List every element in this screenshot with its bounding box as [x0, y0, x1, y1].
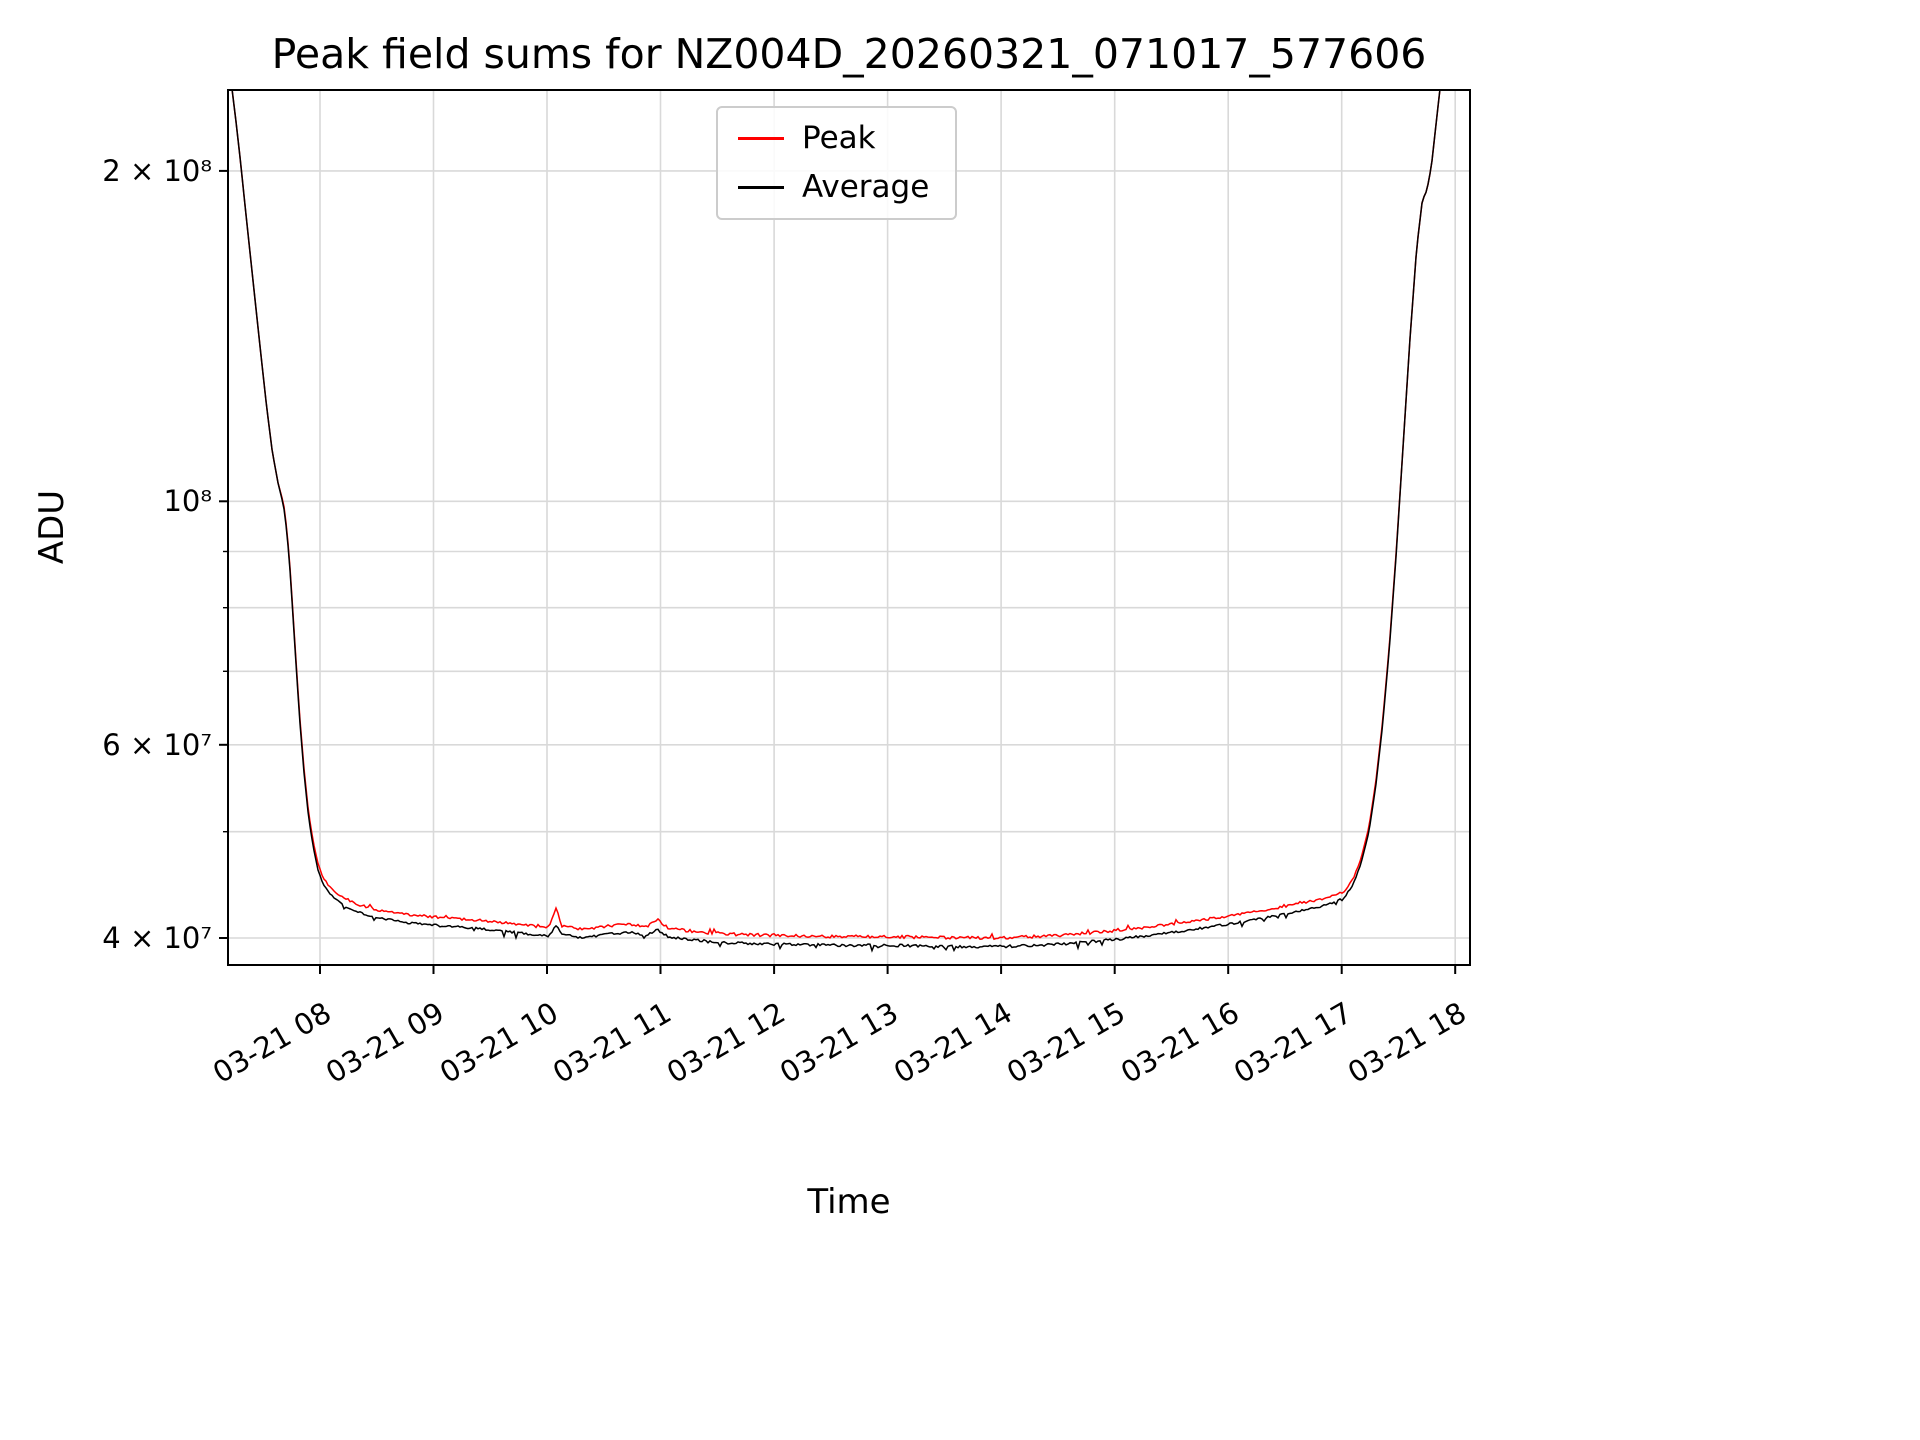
y-tick-label: 10⁸	[163, 484, 212, 519]
legend-swatch-0	[738, 137, 784, 141]
legend-item-average: Average	[738, 169, 929, 206]
y-tick-label: 2 × 10⁸	[102, 153, 212, 188]
legend: Peak Average	[716, 106, 958, 221]
y-tick-label: 4 × 10⁷	[102, 921, 212, 955]
legend-swatch-1	[738, 186, 784, 190]
plot-frame	[227, 89, 1471, 966]
x-axis-label: Time	[807, 1182, 891, 1222]
chart-title: Peak field sums for NZ004D_20260321_0710…	[271, 30, 1427, 78]
y-tick-label: 6 × 10⁷	[102, 727, 212, 762]
legend-label-peak: Peak	[802, 120, 876, 156]
series-average-line	[231, 90, 1441, 953]
series-peak-line	[231, 90, 1441, 941]
legend-item-peak: Peak	[738, 120, 929, 157]
legend-label-average: Average	[802, 169, 930, 206]
